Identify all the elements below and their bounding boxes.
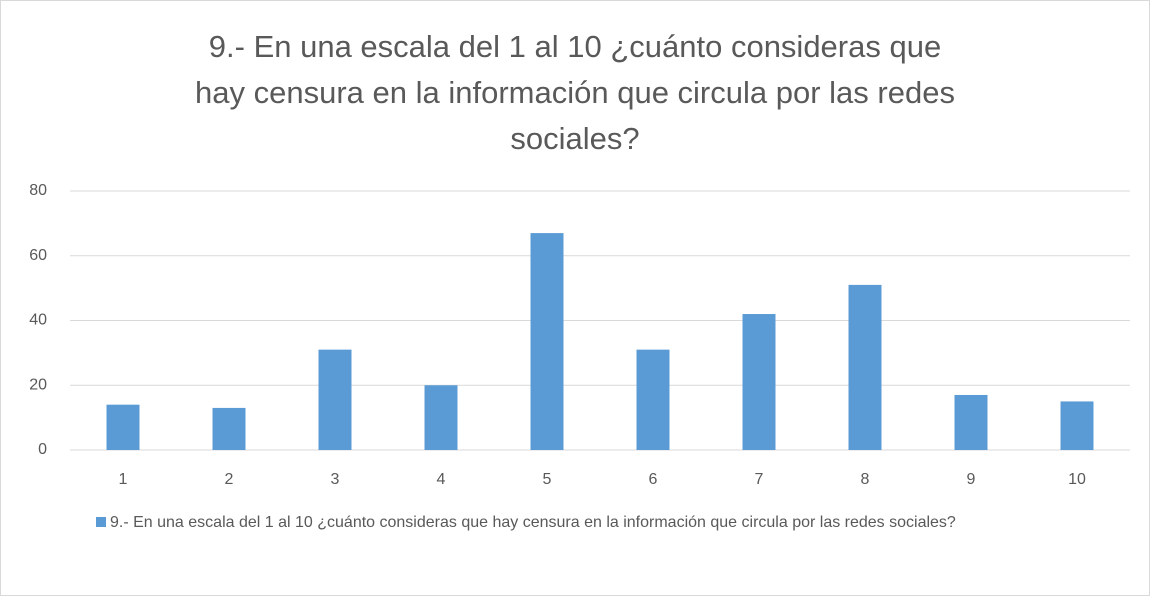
bar xyxy=(954,394,988,450)
bar xyxy=(530,233,564,450)
x-tick-label: 5 xyxy=(543,471,552,488)
x-tick-label: 6 xyxy=(649,471,658,488)
chart-title: 9.- En una escala del 1 al 10 ¿cuánto co… xyxy=(195,29,955,156)
x-tick-label: 8 xyxy=(861,471,870,488)
y-tick-label: 20 xyxy=(29,376,47,393)
bar xyxy=(636,349,670,450)
x-tick-label: 10 xyxy=(1068,471,1086,488)
bar xyxy=(106,404,140,450)
bar xyxy=(318,349,352,450)
x-tick-label: 7 xyxy=(755,471,764,488)
legend-marker xyxy=(96,517,106,527)
x-tick-label: 9 xyxy=(967,471,976,488)
y-tick-label: 80 xyxy=(29,182,47,199)
y-tick-label: 0 xyxy=(38,441,47,458)
chart: 0 20 40 60 80 1 2 3 4 5 6 7 8 9 10 xyxy=(29,182,1130,488)
bar xyxy=(212,407,246,450)
bar xyxy=(424,385,458,450)
x-tick-label: 2 xyxy=(225,471,234,488)
y-tick-label: 40 xyxy=(29,312,47,329)
legend: 9.- En una escala del 1 al 10 ¿cuánto co… xyxy=(96,511,1116,534)
x-tick-label: 4 xyxy=(437,471,446,488)
x-tick-label: 1 xyxy=(119,471,128,488)
y-tick-label: 60 xyxy=(29,247,47,264)
bar xyxy=(848,284,882,450)
legend-label: 9.- En una escala del 1 al 10 ¿cuánto co… xyxy=(110,514,956,531)
x-tick-label: 3 xyxy=(331,471,340,488)
bar xyxy=(1060,401,1094,450)
bar xyxy=(742,314,776,450)
